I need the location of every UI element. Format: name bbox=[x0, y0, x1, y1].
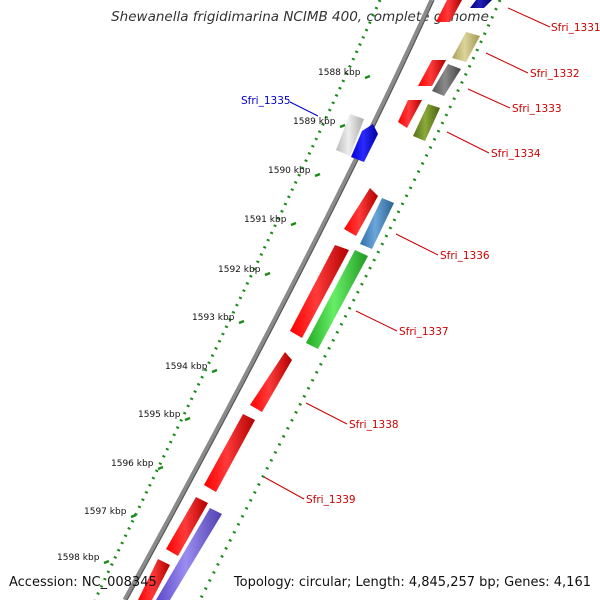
gene-labels: Sfri_1331 Sfri_1332 Sfri_1333 Sfri_1334 Sfri… bbox=[241, 7, 600, 506]
tick-label: 1598 kbp bbox=[57, 553, 100, 563]
gene-arrow-rev-6 bbox=[360, 198, 394, 249]
gene-label[interactable]: Sfri_1338 bbox=[349, 419, 399, 431]
gene-arrow-rev-2 bbox=[452, 32, 480, 62]
gene-arrow-fwd-2 bbox=[418, 60, 446, 86]
tick-mark bbox=[264, 271, 271, 277]
tick-label: 1594 kbp bbox=[165, 362, 208, 372]
gene-arrow-fwd-5 bbox=[344, 188, 378, 236]
gene-leader-line bbox=[446, 131, 490, 154]
gene-label[interactable]: Sfri_1333 bbox=[512, 103, 562, 115]
tick-label: 1593 kbp bbox=[192, 313, 235, 323]
gene-arrow-fwd-9 bbox=[166, 497, 208, 556]
tick-mark bbox=[184, 416, 191, 422]
gene-leader-line bbox=[485, 52, 529, 74]
tick-mark bbox=[339, 123, 346, 129]
gene-arrow-rev-7 bbox=[306, 250, 368, 349]
reverse-strand-genes bbox=[156, 0, 492, 600]
kbp-ticks: 1588 kbp 1589 kbp 1590 kbp 1591 kbp 1592 kbp… bbox=[57, 68, 371, 565]
gene-arrow-fwd-6 bbox=[290, 245, 349, 338]
gene-leader-line bbox=[355, 310, 398, 332]
gene-label[interactable]: Sfri_1336 bbox=[440, 250, 490, 262]
gene-arrow-fwd-7 bbox=[250, 352, 292, 412]
tick-label: 1595 kbp bbox=[138, 410, 181, 420]
tick-mark bbox=[103, 559, 110, 565]
gene-arrow-rev-1 bbox=[470, 0, 492, 8]
tick-label: 1592 kbp bbox=[218, 265, 261, 275]
tick-mark bbox=[364, 74, 371, 80]
gene-arrow-fwd-4 bbox=[336, 114, 364, 156]
gene-leader-line bbox=[507, 7, 551, 28]
genome-backbone-shadow bbox=[126, 0, 435, 600]
gene-arrow-rev-8 bbox=[156, 508, 222, 600]
tick-label: 1588 kbp bbox=[318, 68, 361, 78]
tick-label: 1591 kbp bbox=[244, 215, 287, 225]
gene-label[interactable]: Sfri_1332 bbox=[530, 68, 580, 80]
gene-arrow-rev-4 bbox=[413, 104, 440, 141]
map-title: Shewanella frigidimarina NCIMB 400, comp… bbox=[111, 9, 489, 25]
gene-leader-line bbox=[467, 88, 511, 109]
tick-mark bbox=[130, 513, 137, 519]
gc-content-track-inner bbox=[198, 0, 502, 600]
gene-leader-line bbox=[305, 402, 348, 425]
gene-arrow-fwd-8 bbox=[204, 414, 255, 492]
gene-arrow-rev-5 bbox=[351, 124, 378, 162]
tick-mark bbox=[314, 172, 321, 178]
tick-label: 1589 kbp bbox=[293, 117, 336, 127]
accession-text: Accession: NC_008345 bbox=[9, 575, 157, 590]
tick-label: 1596 kbp bbox=[111, 459, 154, 469]
tick-mark bbox=[157, 465, 164, 471]
tick-mark bbox=[211, 368, 218, 374]
gene-label[interactable]: Sfri_1331 bbox=[551, 22, 600, 34]
genome-backbone bbox=[122, 0, 435, 600]
gene-leader-line bbox=[395, 233, 439, 256]
tick-mark bbox=[238, 319, 245, 325]
tick-label: 1597 kbp bbox=[84, 507, 127, 517]
tick-mark bbox=[290, 221, 297, 227]
gene-arrow-rev-3 bbox=[432, 64, 461, 96]
gene-arrow-fwd-1 bbox=[436, 0, 462, 22]
gene-arrow-fwd-10 bbox=[138, 559, 170, 600]
gene-label[interactable]: Sfri_1334 bbox=[491, 148, 541, 160]
gene-label[interactable]: Sfri_1339 bbox=[306, 494, 356, 506]
gene-leader-line bbox=[289, 101, 319, 117]
tick-label: 1590 kbp bbox=[268, 166, 311, 176]
gene-arrow-fwd-3 bbox=[398, 100, 422, 128]
topology-summary: Topology: circular; Length: 4,845,257 bp… bbox=[233, 575, 591, 590]
gene-label[interactable]: Sfri_1337 bbox=[399, 326, 449, 338]
gc-content-track-outer bbox=[93, 0, 382, 600]
forward-strand-genes bbox=[138, 0, 462, 600]
gene-label[interactable]: Sfri_1335 bbox=[241, 95, 291, 107]
gene-leader-line bbox=[263, 476, 305, 500]
